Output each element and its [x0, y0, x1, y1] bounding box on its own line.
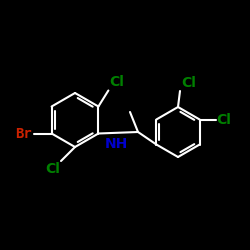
Text: Cl: Cl: [181, 76, 196, 90]
Text: Br: Br: [15, 126, 32, 140]
Text: Cl: Cl: [110, 76, 124, 90]
Text: Cl: Cl: [217, 112, 232, 126]
Text: NH: NH: [104, 137, 128, 151]
Text: Cl: Cl: [45, 162, 60, 176]
